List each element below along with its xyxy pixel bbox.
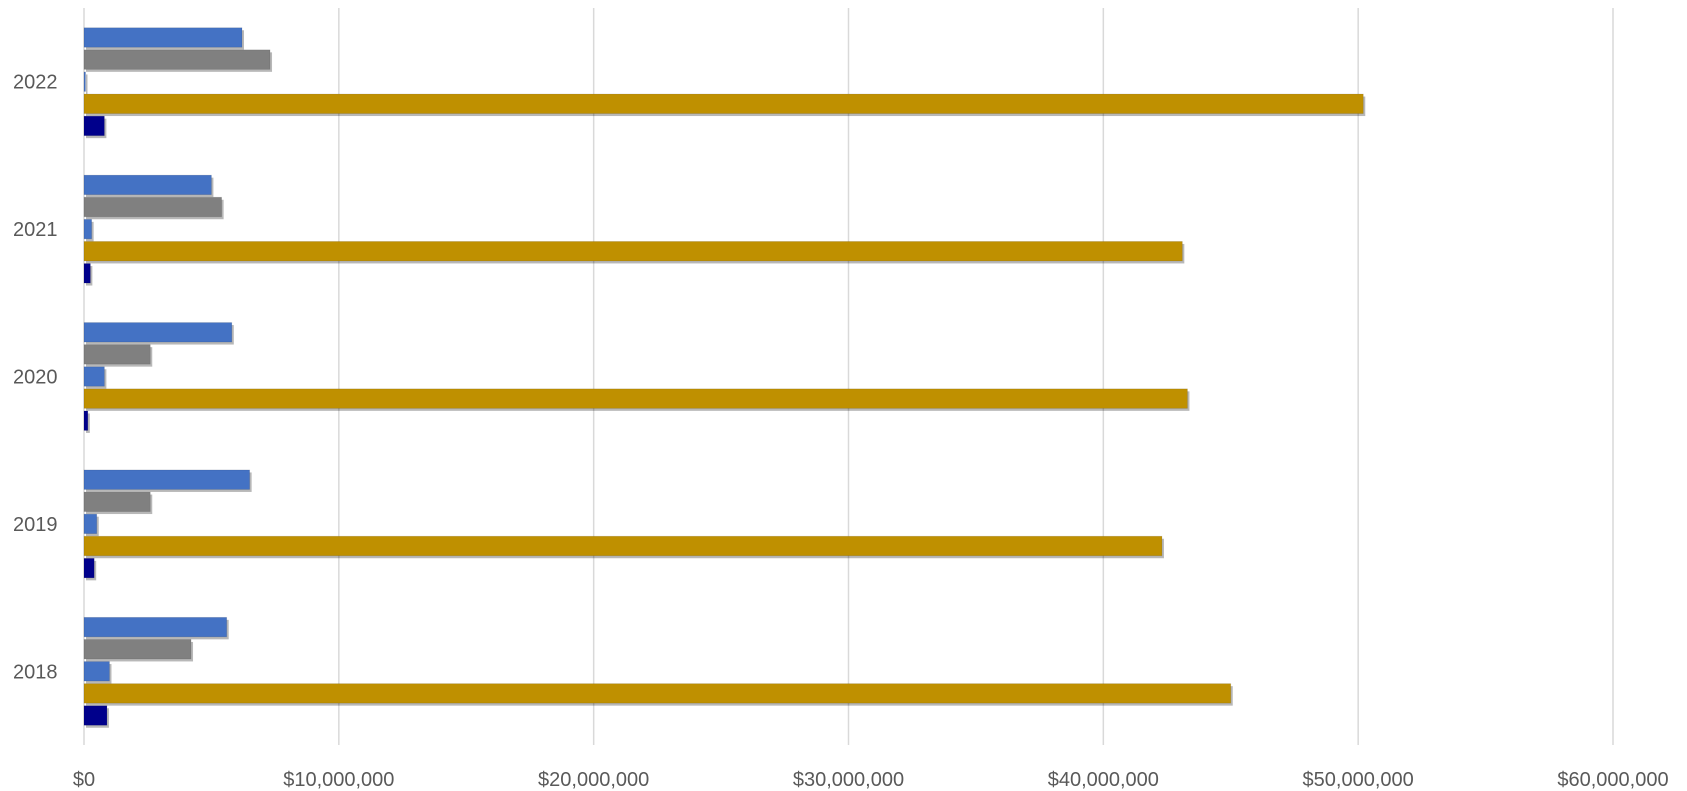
x-axis-tick-labels: $0 $10,000,000 $20,000,000 $30,000,000 $40,0…: [73, 769, 1669, 791]
x-tick-label: $0: [73, 769, 95, 791]
bar-2021-series-5: [83, 263, 91, 284]
bar-2020-series-5: [83, 410, 89, 431]
bar-2022-series-3: [83, 71, 86, 92]
category-label: 2018: [13, 661, 58, 683]
category-label: 2021: [13, 219, 58, 241]
bar-2018-series-1: [83, 616, 228, 638]
bar-2020-series-4: [83, 388, 1188, 409]
bar-shadow: [86, 74, 88, 94]
grid-lines: [83, 8, 1614, 745]
bar-2021-series-2: [83, 196, 223, 218]
x-tick-label: $20,000,000: [538, 769, 649, 791]
bar-2018-series-5: [83, 705, 108, 726]
category-label: 2022: [13, 72, 58, 94]
category-label: 2019: [13, 514, 58, 536]
bar-2022-series-2: [83, 49, 271, 70]
bar-2020-series-1: [83, 322, 233, 343]
x-tick-label: $60,000,000: [1557, 769, 1668, 791]
bar-2019-series-5: [83, 557, 95, 579]
x-tick-label: $40,000,000: [1048, 769, 1159, 791]
bar-2018-series-3: [83, 661, 110, 682]
x-tick-label: $50,000,000: [1303, 769, 1414, 791]
bar-2020-series-2: [83, 344, 151, 365]
bar-2019-series-4: [83, 535, 1163, 557]
bar-2021-series-1: [83, 174, 212, 196]
x-tick-label: $10,000,000: [283, 769, 394, 791]
bar-2019-series-3: [83, 513, 98, 535]
bar-2021-series-3: [83, 218, 93, 240]
category-labels: 2018 2019 2020 2021 2022: [13, 72, 58, 684]
bar-2021-series-4: [83, 241, 1183, 262]
bar-2020-series-3: [83, 366, 105, 387]
category-label: 2020: [13, 367, 58, 389]
bar-2019-series-1: [83, 469, 251, 490]
bar-2019-series-2: [83, 491, 151, 512]
bar-2018-series-4: [83, 683, 1232, 704]
bar-2018-series-2: [83, 639, 192, 660]
bar-shadow: [86, 413, 90, 433]
bar-2022-series-1: [83, 27, 243, 48]
x-tick-label: $30,000,000: [793, 769, 904, 791]
bar-2022-series-4: [83, 93, 1364, 114]
bars: [83, 27, 1366, 728]
bar-2022-series-5: [83, 115, 105, 137]
